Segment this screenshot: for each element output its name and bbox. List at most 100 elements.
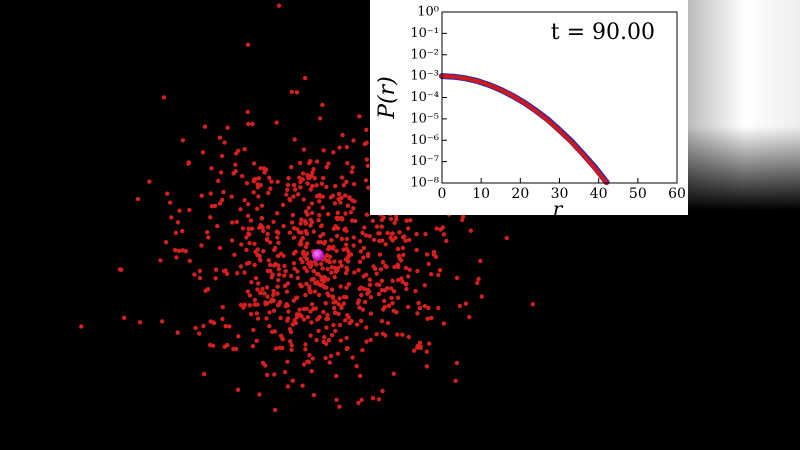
particle <box>436 272 441 278</box>
particle <box>271 308 277 313</box>
particle <box>395 246 401 252</box>
particle <box>380 388 385 394</box>
particle <box>222 140 227 145</box>
particle <box>280 345 285 351</box>
particle <box>220 304 225 310</box>
particle <box>504 235 509 241</box>
particle <box>273 346 279 351</box>
particle <box>463 301 469 306</box>
particle <box>404 218 409 223</box>
particle <box>362 286 367 291</box>
particle <box>271 219 276 224</box>
particle <box>351 181 357 187</box>
particle <box>380 238 385 243</box>
particle <box>308 187 313 192</box>
particle <box>359 397 364 403</box>
particle <box>334 215 339 221</box>
particle <box>173 230 179 236</box>
particle <box>205 230 210 235</box>
particle <box>310 183 315 189</box>
particle <box>305 241 310 246</box>
particle <box>393 235 398 240</box>
particle <box>394 217 399 222</box>
particle <box>244 181 250 186</box>
particle <box>403 265 409 271</box>
particle <box>364 140 369 145</box>
particle <box>406 274 411 279</box>
particle <box>260 286 265 292</box>
particle <box>175 330 180 335</box>
particle <box>349 218 355 223</box>
particle <box>240 226 246 231</box>
particle <box>224 271 230 276</box>
particle <box>338 259 343 264</box>
particle <box>312 280 318 286</box>
particle <box>423 231 428 237</box>
particle <box>258 166 263 171</box>
particle <box>244 247 249 253</box>
particle <box>308 333 313 338</box>
particle <box>286 309 291 314</box>
particle <box>256 194 261 199</box>
particle <box>317 199 322 204</box>
particle <box>366 289 372 294</box>
particle <box>287 327 293 332</box>
y-tick-label: 10⁻⁶ <box>410 133 439 148</box>
particle <box>306 205 311 210</box>
particle <box>358 249 363 254</box>
particle <box>265 372 270 378</box>
particle <box>389 286 394 291</box>
particle <box>246 121 251 127</box>
particle <box>319 223 324 229</box>
x-tick-label: 40 <box>590 186 608 202</box>
particle <box>312 259 318 265</box>
particle <box>267 240 273 245</box>
particle <box>341 247 346 252</box>
particle <box>309 302 315 307</box>
particle <box>364 325 369 330</box>
particle <box>437 268 443 273</box>
particle <box>336 191 342 197</box>
particle <box>309 210 315 216</box>
particle <box>215 223 220 229</box>
particle <box>242 147 247 152</box>
particle <box>339 263 344 268</box>
particle <box>163 240 169 245</box>
particle <box>299 217 304 222</box>
particle <box>262 291 267 296</box>
particle <box>250 344 256 349</box>
particle <box>326 161 331 166</box>
particle <box>377 231 382 236</box>
particle <box>379 287 385 293</box>
particle <box>351 243 356 248</box>
particle <box>168 200 173 205</box>
particle <box>374 224 380 229</box>
particle <box>383 242 388 247</box>
particle <box>460 217 465 223</box>
particle <box>298 283 304 289</box>
particle <box>345 203 351 208</box>
particle <box>399 276 404 281</box>
particle <box>415 268 420 274</box>
particle <box>275 284 280 289</box>
particle <box>356 268 361 273</box>
particle <box>213 267 219 272</box>
particle <box>314 183 319 188</box>
particle <box>135 196 141 202</box>
particle <box>158 258 163 263</box>
particle <box>257 225 262 230</box>
particle <box>294 315 300 320</box>
particle <box>202 371 207 377</box>
particle <box>208 319 213 324</box>
particle <box>305 315 310 320</box>
particle <box>397 230 402 235</box>
particle <box>275 179 280 184</box>
particle <box>391 371 396 376</box>
particle <box>417 340 423 345</box>
particle <box>357 305 362 310</box>
particle <box>309 320 314 325</box>
particle <box>457 303 462 309</box>
particle <box>339 304 344 309</box>
particle <box>301 249 306 254</box>
particle <box>271 292 276 298</box>
